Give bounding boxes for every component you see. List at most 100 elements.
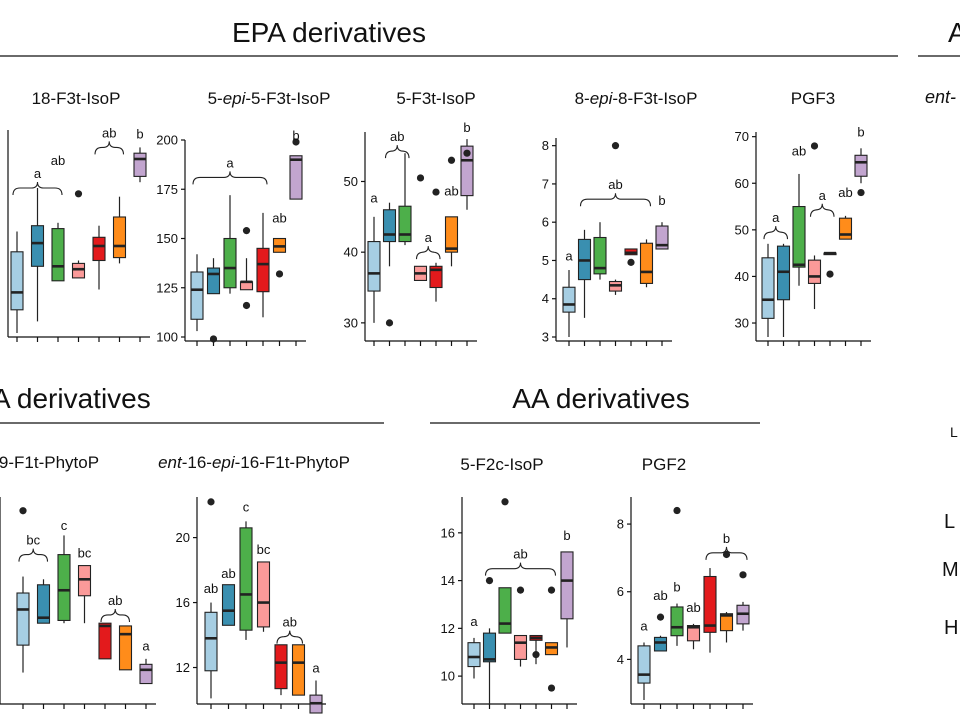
box-2	[223, 195, 237, 294]
box-6	[139, 658, 153, 685]
header-right-cut: A	[948, 17, 960, 48]
significance-label: ab	[283, 615, 297, 630]
box-body	[133, 152, 147, 177]
significance-label: ab	[51, 153, 65, 168]
box-body	[639, 242, 654, 284]
box-body	[221, 584, 236, 626]
significance-label: a	[425, 230, 433, 245]
outlier-point	[547, 586, 556, 594]
box-body	[256, 561, 271, 628]
box-body	[239, 527, 253, 631]
box-5	[544, 586, 559, 692]
outlier-point	[74, 190, 83, 198]
outlier-point	[275, 270, 284, 278]
box-1	[36, 579, 51, 624]
box-4	[98, 622, 112, 660]
outlier-point	[416, 174, 425, 182]
significance-brace	[12, 181, 63, 196]
box-3	[807, 142, 822, 310]
box-body	[498, 587, 512, 634]
box-body	[444, 216, 459, 253]
box-6	[736, 571, 750, 631]
panel-7: 5-F2c-IsoP 10 12 14 16 a ab b	[441, 455, 577, 709]
box-0	[190, 254, 204, 332]
box-5	[291, 644, 306, 696]
panel-title: 5-epi-5-F3t-IsoP	[208, 89, 331, 108]
box-4	[624, 248, 638, 266]
y-tick-label: 8	[542, 138, 549, 153]
box-6	[655, 222, 669, 250]
y-tick-label: 12	[176, 660, 190, 675]
box-body	[16, 592, 30, 646]
box-2	[670, 506, 684, 646]
box-1	[206, 258, 221, 343]
significance-label: ab	[102, 125, 116, 140]
box-body	[367, 241, 381, 292]
significance-label: b	[857, 125, 864, 140]
outlier-point	[611, 142, 620, 150]
outlier-point	[19, 507, 27, 515]
significance-label: a	[312, 660, 320, 675]
y-tick-label: 6	[617, 584, 624, 599]
box-4	[92, 225, 106, 290]
box-body	[670, 606, 684, 637]
box-body	[655, 225, 669, 250]
box-body	[118, 625, 133, 671]
y-tick-label: 40	[735, 269, 749, 284]
edge-label-2: L	[950, 424, 958, 440]
significance-label: ab	[108, 593, 122, 608]
box-3	[239, 227, 254, 310]
outlier-point	[242, 227, 251, 235]
y-tick-label: 150	[156, 231, 178, 246]
significance-label: a	[565, 248, 573, 263]
y-tick-label: 4	[617, 652, 624, 667]
significance-label: ab	[444, 184, 458, 199]
box-body	[112, 216, 127, 259]
box-body	[562, 286, 576, 313]
significance-label: ab	[221, 566, 235, 581]
box-body	[513, 634, 528, 660]
y-tick-label: 12	[441, 621, 455, 636]
box-body	[204, 611, 218, 672]
box-0	[204, 498, 218, 699]
box-5	[112, 196, 127, 264]
box-body	[98, 622, 112, 660]
panel-title: PGF2	[642, 455, 686, 474]
box-body	[593, 236, 607, 275]
outlier-point	[547, 684, 556, 692]
significance-brace	[763, 226, 789, 240]
box-0	[367, 216, 381, 323]
significance-label: b	[563, 528, 570, 543]
box-body	[289, 155, 303, 200]
box-1	[30, 188, 45, 322]
box-6	[133, 147, 147, 183]
box-4	[529, 634, 543, 665]
significance-label: ab	[686, 600, 700, 615]
box-6	[854, 148, 868, 197]
outlier-point	[485, 576, 494, 585]
box-4	[823, 251, 837, 278]
box-5	[639, 239, 654, 288]
outlier-point	[385, 319, 394, 327]
significance-label: a	[142, 639, 150, 654]
box-5	[719, 550, 734, 643]
box-3	[71, 190, 86, 279]
panel-title: 9-F1t-PhytoP	[0, 453, 99, 472]
box-3	[513, 586, 528, 667]
panel-title: 8-epi-8-F3t-IsoP	[575, 89, 698, 108]
significance-brace	[484, 562, 557, 576]
significance-label: a	[772, 210, 780, 225]
box-1	[482, 576, 497, 705]
header-aa: AA derivatives	[512, 383, 689, 414]
box-body	[291, 644, 306, 696]
outlier-point	[857, 188, 865, 197]
box-body	[10, 251, 24, 311]
box-body	[77, 565, 92, 597]
y-tick-label: 7	[542, 176, 549, 191]
box-4	[429, 188, 443, 302]
outlier-point	[656, 613, 665, 621]
box-body	[36, 584, 51, 624]
